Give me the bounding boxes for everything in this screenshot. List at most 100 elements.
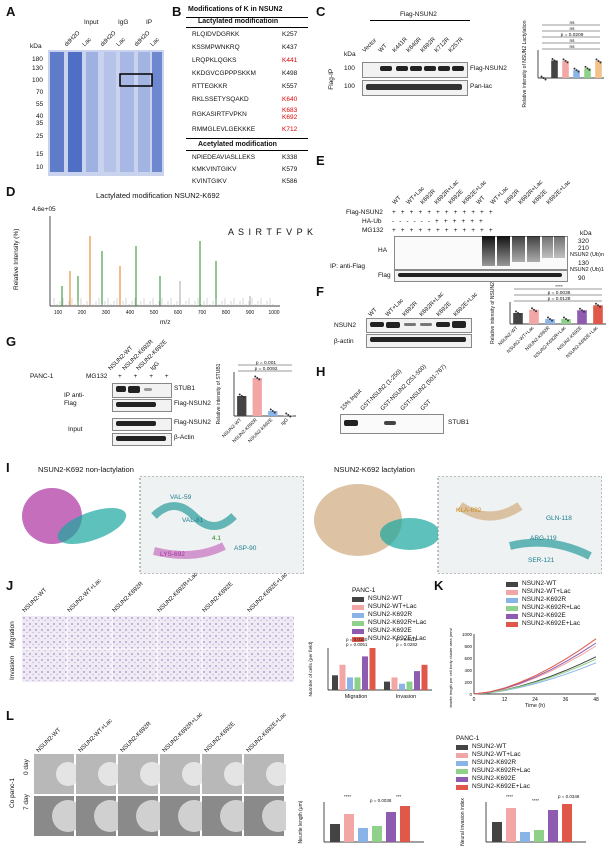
bar — [545, 319, 555, 324]
column-label: NSUN2-K692R — [111, 580, 145, 614]
legend-swatch — [352, 613, 364, 618]
column-label: NSUN2-K692E+Lac — [245, 711, 288, 754]
tick-label: NSUN2-WT+Lac — [506, 325, 536, 355]
panel-label-k: K — [434, 578, 444, 593]
bar — [362, 656, 368, 690]
data-point — [535, 310, 537, 313]
marker-label: 35 — [36, 120, 44, 127]
data-point — [289, 415, 292, 418]
side-label: Co panc-1 — [9, 778, 16, 808]
legend-label: NSUN2-WT+Lac — [522, 588, 571, 595]
drg-body — [224, 762, 248, 786]
bar — [513, 313, 523, 324]
tick-label: 600 — [464, 656, 472, 661]
bar — [562, 60, 569, 78]
data-point — [544, 78, 547, 81]
tick-label: 12 — [502, 697, 508, 703]
p-value: **** — [532, 798, 539, 803]
legend-label: NSUN2-K692E+Lac — [472, 783, 530, 790]
data-point — [595, 58, 598, 61]
y-axis-label: Relative intensity of STUB1 — [216, 363, 222, 424]
y-axis-label: Neurite length per cell body cluster are… — [448, 628, 453, 708]
marker-label: 15 — [36, 151, 44, 158]
legend-swatch — [456, 769, 468, 774]
column-label: NSUN2-WT+Lac — [66, 578, 103, 614]
marker-label: 25 — [36, 133, 44, 140]
lane-label: ddH2O — [63, 30, 82, 48]
kda-label: kDa — [580, 230, 592, 237]
transwell-images — [22, 616, 294, 682]
band-label: STUB1 — [448, 419, 469, 426]
structure-nonlact — [14, 476, 304, 574]
site-label: K683 K692 — [282, 107, 298, 121]
tick-label: 400 — [464, 668, 472, 673]
tick-label: 500 — [150, 310, 159, 316]
data-point — [515, 310, 517, 313]
marker-label: 10 — [36, 164, 44, 171]
tick-label: 36 — [563, 697, 569, 703]
lane-label: Vector — [361, 37, 379, 54]
ip-side-label: Flag-IP — [328, 68, 336, 90]
data-point — [271, 410, 274, 412]
column-label: NSUN2-K692E — [203, 721, 237, 754]
bar — [339, 664, 346, 690]
marker-label: 320 — [578, 238, 589, 245]
p-value: **** — [555, 284, 563, 290]
bar — [332, 675, 338, 690]
legend-label: NSUN2-K692R+Lac — [472, 767, 531, 774]
bar — [534, 830, 544, 842]
legend-swatch — [456, 761, 468, 766]
y-axis-label: Relative Intensity (%) — [13, 228, 20, 290]
site-label: K712 — [282, 126, 298, 133]
y-axis-label: Relative intensity of NSUN2 — [490, 282, 496, 344]
lane-label: WT+Lac — [384, 297, 405, 318]
tick-label: 300 — [102, 310, 111, 316]
residue-label: VAL-59 — [170, 494, 192, 501]
tick-label: 100 — [54, 310, 63, 316]
legend-swatch — [506, 598, 518, 603]
data-point — [519, 313, 521, 316]
p-value: p = 0.0348 — [558, 794, 580, 799]
series-line — [473, 658, 597, 695]
y-axis-label: Number of cells (per field) — [308, 641, 314, 696]
residue-label: LYS-692 — [160, 551, 185, 558]
data-point — [533, 308, 535, 311]
panel-label-j: J — [6, 578, 14, 593]
coomassie-gel — [48, 50, 164, 176]
legend-swatch — [456, 777, 468, 782]
p-value: p = 0.0111 — [396, 637, 417, 642]
lane-label: K692R — [419, 36, 437, 54]
legend-label: NSUN2-K692E — [472, 775, 516, 782]
x-axis-label: Time (h) — [525, 703, 545, 708]
lane-label: Lac — [149, 36, 161, 48]
series-line — [473, 642, 597, 695]
data-point — [584, 65, 587, 68]
data-point — [256, 377, 259, 379]
bar — [400, 806, 410, 842]
ms-spectrum: 100 200 300 400 500 600 700 800 900 1000 — [49, 216, 280, 316]
p-value: ns — [569, 39, 575, 44]
p-value: p = 0.0051 — [346, 642, 368, 647]
site-label: K640 — [282, 96, 298, 103]
tick-label: 800 — [464, 644, 472, 649]
legend-label: NSUN2-K692R — [522, 596, 567, 603]
tick-label: 24 — [532, 697, 538, 703]
data-point — [540, 75, 543, 78]
lane-label: K692E+Lac — [545, 179, 573, 206]
peptide-seq: RKLSSETYSQAKD — [192, 96, 249, 103]
p-value: ns — [569, 21, 575, 26]
panel-label-l: L — [6, 708, 14, 723]
data-point — [563, 316, 565, 319]
peptide-seq: KVINTGIKV — [192, 178, 227, 185]
lane-label: WT — [367, 307, 379, 318]
band-label: NSUN2 — [334, 322, 357, 329]
panel-label-i: I — [6, 460, 10, 475]
tick-label: 1000 — [268, 310, 279, 316]
lane-label: Lac — [115, 36, 127, 48]
tick-label: 0 — [469, 692, 472, 697]
lane-label: IgG — [149, 360, 161, 372]
site-label: K579 — [282, 166, 298, 173]
data-point — [595, 302, 597, 305]
lane-label: K640R — [405, 36, 423, 54]
